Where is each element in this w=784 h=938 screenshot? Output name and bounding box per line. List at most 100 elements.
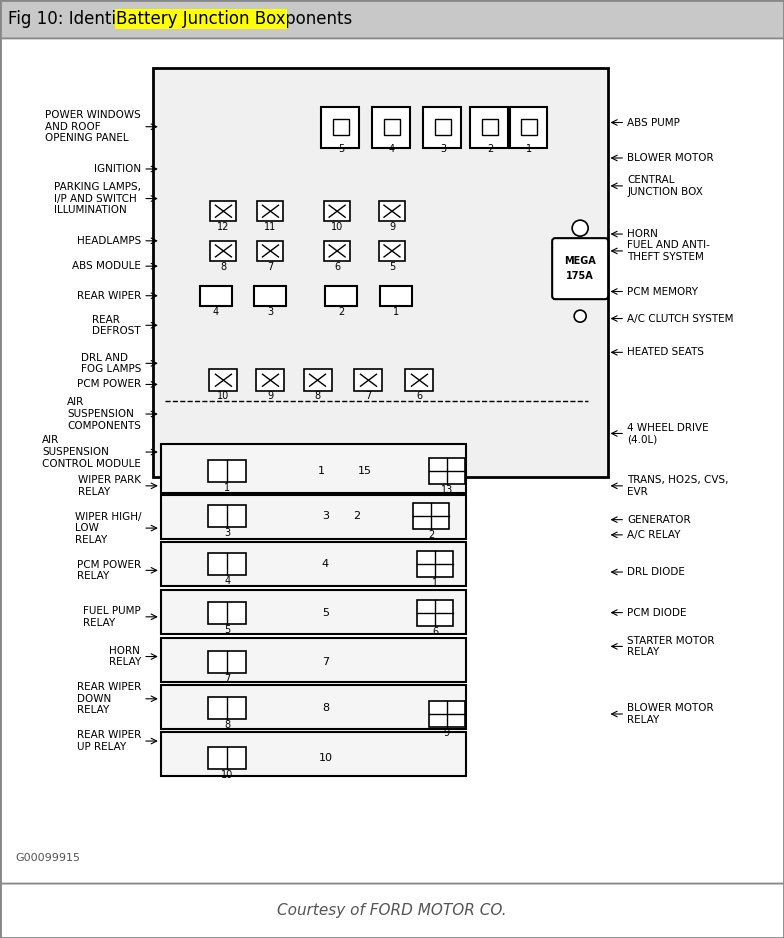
Bar: [405, 370, 434, 391]
Bar: [303, 370, 332, 391]
Bar: [161, 638, 466, 682]
Text: 8: 8: [220, 262, 227, 272]
Text: REAR WIPER
DOWN
RELAY: REAR WIPER DOWN RELAY: [77, 682, 141, 716]
Text: CENTRAL
JUNCTION BOX: CENTRAL JUNCTION BOX: [627, 175, 703, 197]
Bar: [354, 370, 383, 391]
Bar: [413, 504, 449, 529]
Text: 6: 6: [416, 391, 423, 401]
Text: 15: 15: [358, 466, 372, 477]
Text: 2: 2: [487, 144, 493, 154]
Text: 4: 4: [389, 144, 395, 154]
Circle shape: [572, 220, 588, 236]
Bar: [256, 370, 285, 391]
Text: 3: 3: [322, 511, 328, 522]
Text: 10: 10: [217, 391, 230, 401]
Text: 4: 4: [224, 576, 230, 585]
Text: MEGA: MEGA: [564, 256, 596, 266]
Bar: [200, 286, 231, 306]
Text: Battery Junction Box: Battery Junction Box: [116, 10, 285, 28]
Text: PCM POWER
RELAY: PCM POWER RELAY: [77, 560, 141, 582]
Bar: [255, 286, 286, 306]
Bar: [209, 651, 246, 673]
Bar: [209, 506, 246, 527]
Text: ABS PUMP: ABS PUMP: [627, 117, 680, 128]
Text: HEADLAMPS: HEADLAMPS: [77, 235, 141, 246]
Bar: [417, 599, 453, 626]
Text: AIR
SUSPENSION
CONTROL MODULE: AIR SUSPENSION CONTROL MODULE: [42, 435, 141, 469]
Text: DRL DIODE: DRL DIODE: [627, 567, 685, 577]
Text: WIPER HIGH/
LOW
RELAY: WIPER HIGH/ LOW RELAY: [74, 511, 141, 545]
Bar: [429, 701, 465, 727]
Bar: [521, 119, 537, 135]
Bar: [435, 119, 451, 135]
Text: 12: 12: [217, 222, 230, 233]
Bar: [321, 107, 359, 148]
Bar: [380, 286, 412, 306]
Bar: [153, 68, 608, 477]
Text: PCM DIODE: PCM DIODE: [627, 608, 687, 617]
Text: 8: 8: [224, 720, 230, 730]
Text: 9: 9: [444, 728, 450, 738]
Text: 10: 10: [221, 770, 234, 779]
Text: A/C CLUTCH SYSTEM: A/C CLUTCH SYSTEM: [627, 313, 734, 324]
Bar: [324, 202, 350, 221]
Text: PCM MEMORY: PCM MEMORY: [627, 286, 699, 296]
Text: BLOWER MOTOR
RELAY: BLOWER MOTOR RELAY: [627, 704, 713, 725]
Bar: [209, 552, 246, 575]
Bar: [257, 202, 284, 221]
Bar: [333, 119, 349, 135]
Bar: [257, 241, 284, 261]
Text: HORN
RELAY: HORN RELAY: [109, 645, 141, 667]
Text: 2: 2: [338, 307, 344, 317]
FancyBboxPatch shape: [552, 238, 608, 299]
Text: 5: 5: [338, 144, 344, 154]
Bar: [324, 241, 350, 261]
Text: 5: 5: [389, 262, 395, 272]
Bar: [209, 697, 246, 719]
Text: BLOWER MOTOR: BLOWER MOTOR: [627, 153, 713, 163]
Bar: [379, 241, 405, 261]
Text: STARTER MOTOR
RELAY: STARTER MOTOR RELAY: [627, 636, 715, 658]
Bar: [210, 202, 237, 221]
Text: FUEL PUMP
RELAY: FUEL PUMP RELAY: [83, 606, 141, 628]
Text: PCM POWER: PCM POWER: [77, 380, 141, 389]
Text: FUEL AND ANTI-
THEFT SYSTEM: FUEL AND ANTI- THEFT SYSTEM: [627, 240, 710, 262]
Text: A/C RELAY: A/C RELAY: [627, 530, 681, 540]
Bar: [423, 107, 461, 148]
Text: 5: 5: [224, 625, 230, 635]
Text: 2: 2: [428, 530, 434, 540]
Text: 8: 8: [321, 704, 329, 713]
Text: REAR
DEFROST: REAR DEFROST: [93, 314, 141, 336]
Bar: [161, 541, 466, 585]
Bar: [161, 732, 466, 776]
Bar: [384, 119, 400, 135]
Text: 1: 1: [432, 578, 438, 587]
Bar: [209, 601, 246, 624]
Text: ABS MODULE: ABS MODULE: [72, 261, 141, 271]
Text: 10: 10: [331, 222, 343, 233]
Text: WIPER PARK
RELAY: WIPER PARK RELAY: [78, 475, 141, 496]
Text: 175A: 175A: [566, 271, 594, 281]
Text: 5: 5: [322, 608, 328, 617]
Circle shape: [574, 310, 586, 322]
Text: 4 WHEEL DRIVE
(4.0L): 4 WHEEL DRIVE (4.0L): [627, 423, 709, 445]
Bar: [0, 0, 784, 38]
Text: HEATED SEATS: HEATED SEATS: [627, 347, 704, 357]
Bar: [161, 590, 466, 634]
Bar: [429, 459, 465, 485]
Text: Courtesy of FORD MOTOR CO.: Courtesy of FORD MOTOR CO.: [278, 902, 506, 917]
Text: Fig 10: Identifying: Fig 10: Identifying: [8, 10, 162, 28]
Text: GENERATOR: GENERATOR: [627, 515, 691, 524]
Text: 3: 3: [267, 307, 274, 317]
Text: 13: 13: [441, 486, 453, 495]
Text: 2: 2: [353, 511, 361, 522]
Text: PARKING LAMPS,
I/P AND SWITCH
ILLUMINATION: PARKING LAMPS, I/P AND SWITCH ILLUMINATI…: [54, 182, 141, 215]
Text: 8: 8: [314, 391, 321, 401]
Text: 9: 9: [267, 391, 274, 401]
Text: 10: 10: [318, 753, 332, 763]
Text: 1: 1: [318, 466, 325, 477]
Bar: [209, 370, 238, 391]
Text: 4: 4: [321, 559, 329, 568]
Text: 1: 1: [526, 144, 532, 154]
Text: REAR WIPER
UP RELAY: REAR WIPER UP RELAY: [77, 731, 141, 752]
